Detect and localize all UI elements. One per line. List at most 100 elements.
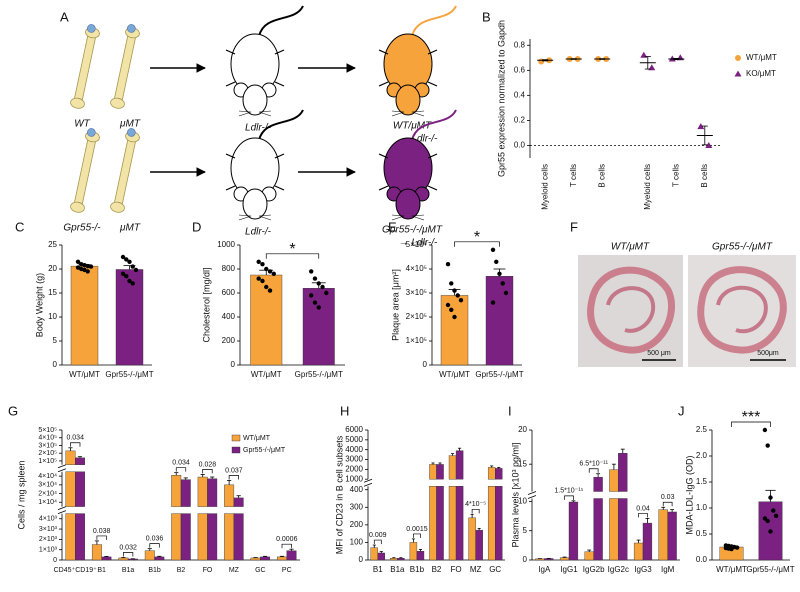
bracket — [281, 543, 292, 549]
p-value: 0.03 — [661, 494, 675, 501]
y-tick-label: 200 — [222, 336, 236, 345]
bracket — [564, 495, 574, 500]
x-tick-label: IgG2c — [608, 565, 629, 574]
bone — [70, 24, 100, 109]
y-axis-label: Body Weight (g) — [34, 273, 44, 337]
image-title: Gpr55-/-/μMT — [712, 242, 773, 253]
data-point — [264, 284, 269, 290]
y-tick-label: 6000 — [345, 425, 363, 434]
bar — [277, 556, 287, 561]
data-point — [127, 259, 132, 264]
mouse-leg — [225, 49, 236, 55]
mouse-head — [395, 84, 421, 116]
significance: * — [289, 241, 295, 258]
data-point — [133, 267, 139, 273]
y-tick-label: 3×10⁵ — [38, 442, 57, 449]
data-point — [497, 271, 502, 276]
y-tick-label: 400 — [350, 485, 364, 494]
x-tick-label: B1a — [122, 567, 135, 574]
mouse-leg — [378, 153, 389, 159]
x-tick-label: Myeloid cells — [540, 164, 549, 210]
x-tick-label: FO — [451, 565, 462, 574]
x-tick-label: MZ — [229, 567, 240, 574]
data-point — [85, 263, 90, 269]
data-point — [88, 264, 94, 269]
mouse-leg — [225, 185, 236, 191]
data-point — [256, 259, 261, 264]
x-tick-label: B1b — [410, 565, 425, 574]
x-tick-label: B1a — [390, 565, 405, 574]
chimera-label: Gpr55-/-/μMT — [382, 225, 443, 236]
bar — [370, 547, 378, 561]
donor-label: μMT — [119, 119, 141, 130]
bar — [609, 498, 619, 561]
data-point — [705, 141, 713, 148]
x-tick-label: B1 — [97, 567, 106, 574]
bar — [429, 464, 437, 480]
data-point — [765, 443, 770, 448]
bar — [642, 522, 653, 561]
bone-end — [110, 97, 125, 109]
x-tick-label: GC — [489, 565, 501, 574]
bar — [633, 542, 644, 561]
y-tick-label: 5000 — [345, 435, 363, 444]
y-tick-label: 0.4 — [514, 90, 526, 99]
y-tick-label: 5×10⁵ — [406, 240, 427, 249]
y-tick-label: 0 — [53, 557, 57, 564]
legend-label: WT/μMT — [746, 53, 777, 62]
y-tick-label: 0 — [523, 555, 528, 564]
x-tick-label: T cells — [671, 164, 680, 187]
mouse-whisker — [238, 110, 252, 117]
data-point — [452, 288, 457, 293]
bar — [618, 498, 628, 561]
y-tick-label: 0 — [359, 555, 364, 564]
x-tick-label: B2 — [432, 565, 442, 574]
y-tick-label: 0 — [231, 360, 236, 369]
p-value: 4*10⁻⁵ — [465, 501, 486, 508]
bar — [377, 552, 386, 561]
x-tick-label: GC — [255, 567, 266, 574]
mouse-whisker — [258, 110, 272, 117]
bar — [568, 501, 579, 561]
y-tick-label: 2×10⁴ — [38, 490, 57, 497]
y-tick-label: 4×10³ — [39, 516, 58, 523]
bar — [91, 544, 102, 561]
p-value: 1.5*10⁻¹⁵ — [554, 488, 583, 495]
bar — [65, 471, 76, 507]
significance: * — [474, 229, 480, 246]
bone-shaft — [113, 33, 137, 103]
bar — [559, 557, 570, 561]
mouse-leg — [427, 49, 438, 55]
bracket — [228, 475, 239, 480]
y-tick-label: 0.0 — [696, 555, 708, 564]
bar — [475, 529, 483, 561]
bar — [118, 557, 129, 561]
x-tick-label: Myeloid cells — [643, 164, 652, 210]
significance: *** — [742, 409, 761, 426]
data-point — [120, 254, 126, 260]
bar — [429, 486, 437, 561]
mouse-whisker — [411, 214, 425, 221]
mouse-leg — [274, 153, 285, 159]
data-point — [445, 302, 451, 308]
bar — [75, 471, 85, 507]
bracket — [588, 468, 599, 473]
data-point — [503, 290, 509, 296]
data-point — [734, 545, 740, 550]
panel-label: B — [482, 9, 491, 24]
x-tick-label: IgG1 — [560, 565, 578, 574]
y-axis-label: Plaque area [μm²] — [390, 269, 400, 341]
x-tick-label: PC — [282, 567, 292, 574]
p-value: 0.036 — [146, 536, 164, 543]
bone-end — [110, 201, 125, 213]
y-tick-label: 0.0 — [514, 141, 526, 150]
y-tick-label: 2×10⁵ — [406, 312, 427, 321]
mouse-head — [242, 188, 268, 220]
y-tick-label: 15 — [48, 288, 57, 297]
mouse-leg — [378, 81, 389, 87]
data-point — [729, 546, 734, 552]
x-tick-label: WT/μMT — [251, 370, 282, 379]
bar — [250, 274, 283, 366]
bracket — [454, 241, 500, 247]
mouse-leg — [274, 49, 285, 55]
